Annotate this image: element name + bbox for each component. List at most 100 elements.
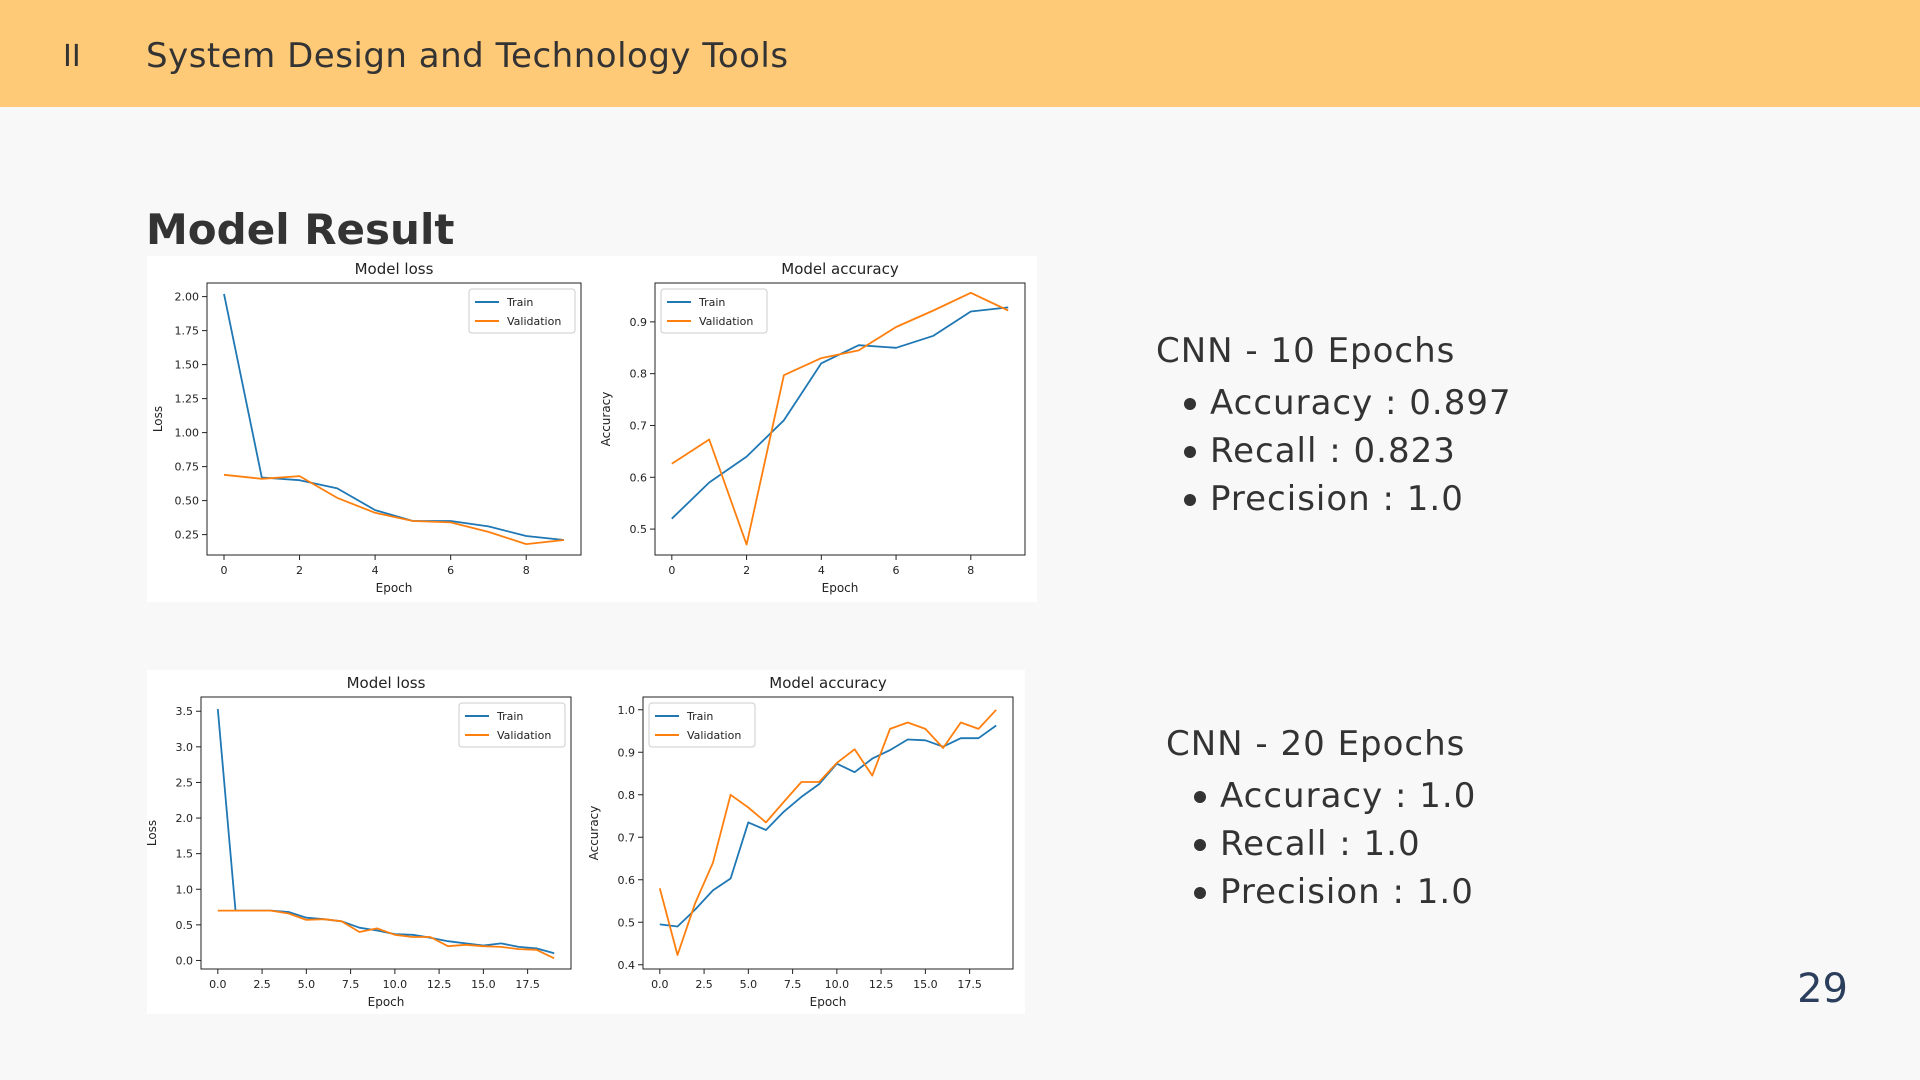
x-axis-label: Epoch [810, 995, 847, 1009]
x-tick-label: 0.0 [651, 978, 669, 991]
legend-label: Train [496, 710, 523, 723]
x-axis-label: Epoch [376, 581, 413, 595]
metrics-list: Accuracy : 1.0 Recall : 1.0 Precision : … [1166, 772, 1476, 916]
x-tick-label: 2.5 [253, 978, 270, 991]
y-tick-label: 1.50 [175, 359, 200, 372]
chart-title: Model loss [347, 674, 426, 692]
x-tick-label: 6 [447, 564, 454, 577]
metric-accuracy-text: Accuracy : 1.0 [1220, 776, 1477, 816]
x-tick-label: 0.0 [209, 978, 227, 991]
y-tick-label: 0.9 [630, 316, 648, 329]
x-tick-label: 12.5 [869, 978, 894, 991]
y-tick-label: 1.75 [175, 325, 200, 338]
y-tick-label: 1.0 [176, 883, 194, 896]
y-tick-label: 2.00 [175, 291, 200, 304]
header-title: System Design and Technology Tools [146, 36, 789, 76]
page-number: 29 [1797, 966, 1848, 1012]
y-axis-label: Loss [151, 406, 165, 432]
y-tick-label: 0.5 [618, 916, 636, 929]
metric-recall: Recall : 1.0 [1166, 820, 1476, 868]
y-tick-label: 2.5 [176, 776, 194, 789]
chart-title: Model loss [355, 260, 434, 278]
x-tick-label: 4 [372, 564, 379, 577]
x-axis-label: Epoch [822, 581, 859, 595]
legend-label: Train [506, 296, 533, 309]
metric-accuracy: Accuracy : 1.0 [1166, 772, 1476, 820]
y-tick-label: 0.9 [618, 746, 636, 759]
x-tick-label: 15.0 [471, 978, 496, 991]
y-tick-label: 0.5 [630, 523, 648, 536]
series-line-validation [658, 709, 997, 956]
x-tick-label: 2 [296, 564, 303, 577]
charts-20-epochs-svg: Model loss 0.0 2.5 5.0 7.5 10.0 12.5 15.0 17.5 0.… [147, 674, 1014, 1009]
plot-frame [654, 282, 1026, 556]
legend-label: Validation [507, 315, 561, 328]
x-tick-label: 10.0 [383, 978, 408, 991]
metrics-20-epochs: CNN - 20 Epochs Accuracy : 1.0 Recall : … [1166, 724, 1476, 916]
x-tick-label: 8 [523, 564, 530, 577]
y-tick-label: 0.8 [630, 368, 648, 381]
y-axis-label: Accuracy [599, 392, 613, 447]
metric-recall-text: Recall : 1.0 [1220, 824, 1421, 864]
legend-label: Validation [699, 315, 753, 328]
x-tick-label: 4 [818, 564, 825, 577]
legend-label: Train [698, 296, 725, 309]
chart-title: Model accuracy [769, 674, 887, 692]
legend-label: Validation [687, 729, 741, 742]
x-tick-label: 7.5 [784, 978, 802, 991]
bullet-icon [1194, 839, 1206, 851]
y-axis-label: Accuracy [587, 806, 601, 861]
x-tick-label: 17.5 [957, 978, 982, 991]
accuracy-chart-10-epochs: Model accuracy 0 2 4 6 8 0.5 0.6 0.7 0.8 0.9 Epoch A… [599, 260, 1026, 595]
bullet-icon [1194, 887, 1206, 899]
series-line-validation [671, 291, 1009, 546]
y-axis-label: Loss [147, 820, 159, 846]
metrics-10-epochs: CNN - 10 Epochs Accuracy : 0.897 Recall … [1156, 331, 1512, 523]
x-tick-label: 5.0 [298, 978, 316, 991]
plot-frame [642, 696, 1014, 970]
y-tick-label: 0.5 [176, 919, 194, 932]
y-tick-label: 1.0 [618, 704, 636, 717]
legend-label: Train [686, 710, 713, 723]
y-tick-label: 0.8 [618, 789, 636, 802]
y-tick-label: 1.5 [176, 848, 194, 861]
y-tick-label: 3.0 [176, 741, 194, 754]
y-tick-label: 0.6 [618, 874, 636, 887]
y-tick-label: 0.7 [630, 419, 648, 432]
metric-accuracy-text: Accuracy : 0.897 [1210, 383, 1512, 423]
x-tick-label: 0 [668, 564, 675, 577]
metric-precision: Precision : 1.0 [1156, 475, 1512, 523]
x-tick-label: 8 [967, 564, 974, 577]
metric-recall: Recall : 0.823 [1156, 427, 1512, 475]
section-title: Model Result [146, 205, 455, 254]
chart-title: Model accuracy [781, 260, 899, 278]
y-tick-label: 2.0 [176, 812, 194, 825]
plot-frame [206, 282, 582, 556]
series-line-train [671, 306, 1009, 520]
metric-accuracy: Accuracy : 0.897 [1156, 379, 1512, 427]
x-tick-label: 2.5 [695, 978, 713, 991]
metrics-title: CNN - 10 Epochs [1156, 331, 1456, 371]
y-tick-label: 1.00 [175, 427, 200, 440]
y-tick-label: 0.0 [176, 954, 194, 967]
charts-20-epochs: Model loss 0.0 2.5 5.0 7.5 10.0 12.5 15.0 17.5 0.… [147, 670, 1025, 1014]
x-tick-label: 5.0 [740, 978, 758, 991]
metric-precision-text: Precision : 1.0 [1210, 479, 1464, 519]
series-line-validation [217, 909, 555, 960]
metrics-list: Accuracy : 0.897 Recall : 0.823 Precisio… [1156, 379, 1512, 523]
loss-chart-20-epochs: Model loss 0.0 2.5 5.0 7.5 10.0 12.5 15.0 17.5 0.… [147, 674, 572, 1009]
plot-frame [200, 696, 572, 970]
series-line-train [223, 293, 565, 541]
bullet-icon [1184, 446, 1196, 458]
y-tick-label: 0.25 [175, 529, 200, 542]
x-tick-label: 7.5 [342, 978, 360, 991]
bullet-icon [1184, 494, 1196, 506]
series-line-validation [223, 473, 565, 546]
y-tick-label: 0.4 [618, 959, 636, 972]
x-tick-label: 2 [743, 564, 750, 577]
x-tick-label: 17.5 [515, 978, 540, 991]
legend-label: Validation [497, 729, 551, 742]
metric-precision-text: Precision : 1.0 [1220, 872, 1474, 912]
y-tick-label: 3.5 [176, 705, 194, 718]
metric-recall-text: Recall : 0.823 [1210, 431, 1456, 471]
